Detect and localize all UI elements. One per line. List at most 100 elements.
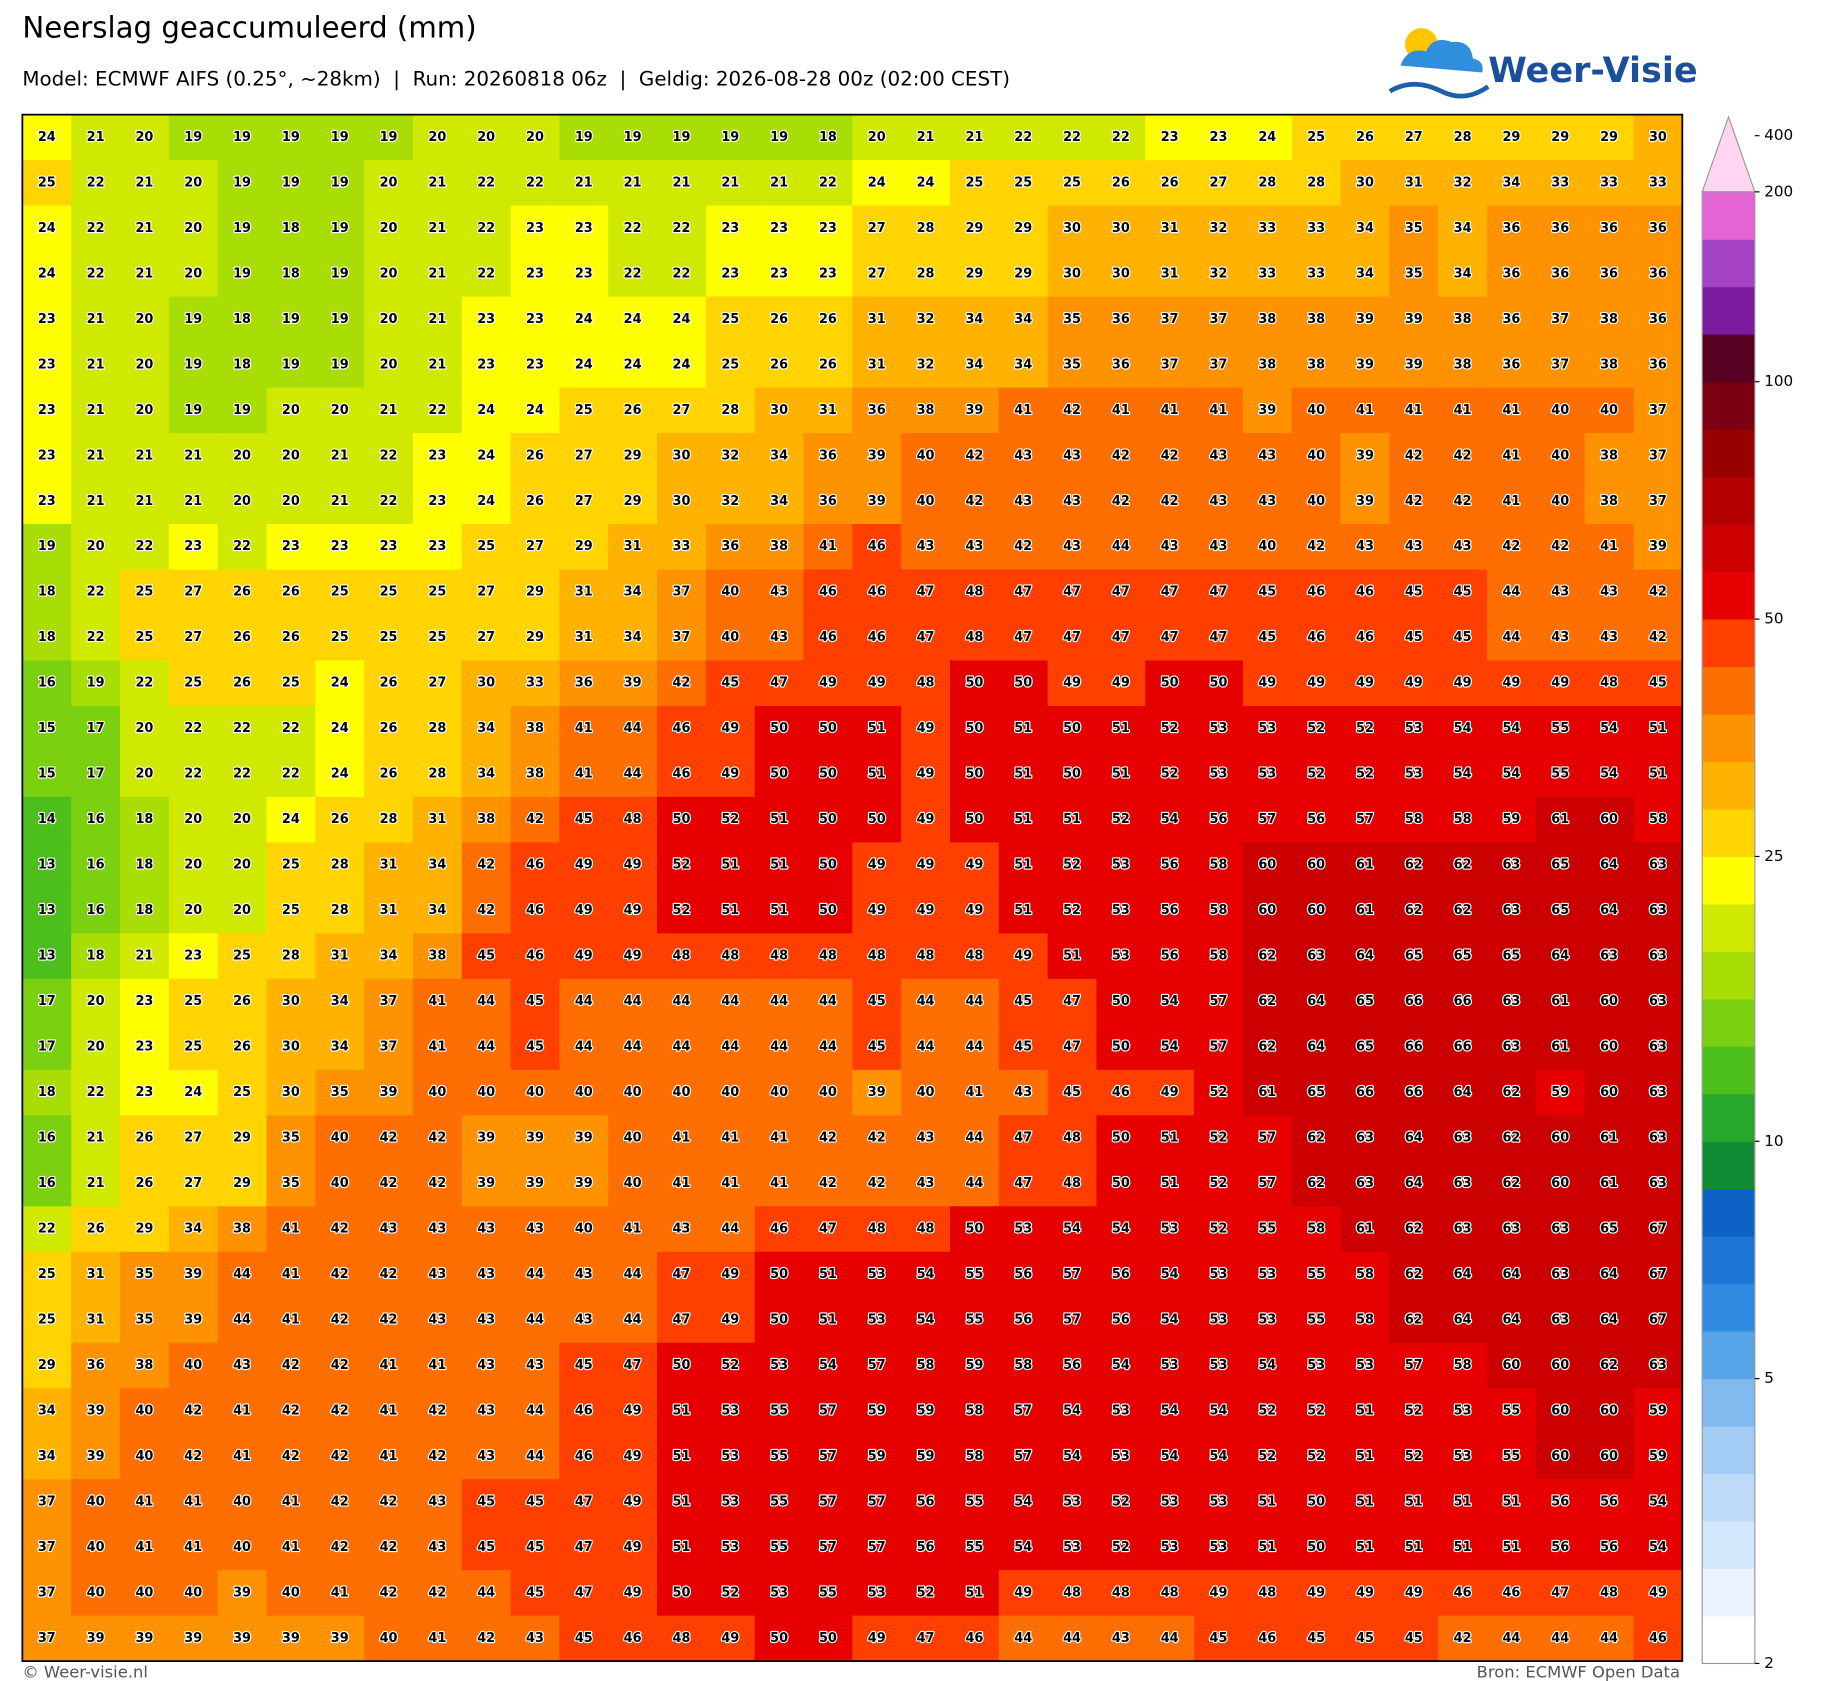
precip-cell	[1487, 205, 1537, 252]
precip-cell	[168, 751, 219, 798]
precip-label: 55	[1258, 1222, 1276, 1237]
precip-cell	[1584, 478, 1635, 525]
precip-cell	[608, 114, 658, 161]
precip-cell	[1096, 660, 1146, 707]
precip-label: 41	[1161, 403, 1179, 418]
precip-cell	[71, 524, 121, 571]
precip-cell	[315, 933, 365, 980]
precip-label: 52	[673, 903, 691, 918]
precip-cell	[461, 614, 512, 662]
precip-label: 62	[1307, 1131, 1325, 1146]
precip-label: 44	[624, 1312, 642, 1327]
precip-label: 22	[624, 266, 642, 281]
precip-label: 61	[1551, 994, 1569, 1009]
precip-cell	[901, 978, 951, 1026]
precip-label: 56	[1551, 1494, 1569, 1509]
precip-label: 39	[87, 1449, 105, 1464]
precip-cell	[461, 1160, 512, 1207]
precip-label: 60	[1551, 1131, 1569, 1146]
precip-label: 34	[624, 585, 642, 600]
precip-cell	[1291, 1160, 1342, 1207]
precip-label: 41	[770, 1131, 788, 1146]
precip-label: 51	[770, 903, 788, 918]
precip-cell	[1096, 933, 1146, 980]
precip-label: 38	[1258, 312, 1276, 327]
precip-cell	[949, 478, 1000, 525]
precip-cell	[1242, 478, 1293, 525]
precip-cell	[315, 1024, 365, 1071]
precip-label: 49	[624, 1540, 642, 1555]
precip-label: 51	[1454, 1494, 1472, 1509]
precip-label: 49	[624, 1585, 642, 1600]
precip-label: 19	[331, 221, 349, 236]
precip-label: 34	[1454, 266, 1472, 281]
precip-cell	[901, 933, 951, 980]
precip-cell	[120, 1160, 170, 1207]
precip-label: 19	[233, 175, 251, 190]
precip-cell	[1242, 887, 1293, 935]
precip-label: 19	[282, 357, 300, 372]
precip-cell	[1438, 433, 1488, 480]
precip-label: 35	[1405, 266, 1423, 281]
precip-cell	[71, 1160, 121, 1207]
precip-cell	[949, 660, 1000, 707]
precip-label: 36	[1649, 312, 1667, 327]
precip-cell	[1633, 978, 1684, 1026]
precip-label: 44	[770, 994, 788, 1009]
precip-label: 22	[1112, 130, 1130, 145]
precip-label: 39	[575, 1176, 593, 1191]
precip-label: 49	[1649, 1585, 1667, 1600]
precip-cell	[1194, 705, 1244, 753]
precip-label: 41	[1014, 403, 1032, 418]
precip-label: 24	[331, 767, 349, 782]
precip-label: 64	[1307, 1040, 1325, 1055]
precip-label: 54	[1210, 1449, 1228, 1464]
precip-cell	[1340, 114, 1391, 161]
precip-cell	[168, 614, 219, 662]
precip-cell	[22, 1024, 72, 1071]
precip-cell	[315, 251, 365, 298]
precip-label: 64	[1307, 994, 1325, 1009]
precip-cell	[705, 1115, 756, 1162]
precip-label: 27	[428, 676, 446, 691]
precip-cell	[71, 114, 121, 161]
precip-label: 55	[1307, 1312, 1325, 1327]
precip-cell	[657, 1069, 707, 1117]
precip-label: 37	[1649, 403, 1667, 418]
precip-label: 62	[1502, 1085, 1520, 1100]
precip-cell	[1291, 114, 1342, 161]
precip-label: 53	[1258, 721, 1276, 736]
precip-label: 53	[1112, 903, 1130, 918]
precip-label: 29	[965, 266, 983, 281]
colorbar-band	[1702, 1093, 1755, 1142]
precip-label: 35	[135, 1312, 153, 1327]
precip-label: 64	[1600, 1267, 1618, 1282]
precip-label: 21	[965, 130, 983, 145]
precip-label: 42	[380, 1267, 398, 1282]
precip-cell	[510, 478, 561, 525]
precip-cell	[364, 114, 414, 161]
precip-label: 53	[1210, 721, 1228, 736]
precip-label: 43	[477, 1358, 495, 1373]
precip-cell	[1487, 887, 1537, 935]
precip-label: 29	[624, 494, 642, 509]
precip-cell	[705, 524, 756, 571]
precip-cell	[22, 933, 72, 980]
precip-label: 42	[673, 676, 691, 691]
precip-label: 18	[282, 266, 300, 281]
precip-label: 52	[1112, 1540, 1130, 1555]
precip-cell	[1340, 205, 1391, 252]
precip-label: 36	[721, 539, 739, 554]
precip-label: 23	[819, 266, 837, 281]
precip-cell	[608, 1160, 658, 1207]
precip-label: 40	[917, 1085, 935, 1100]
precip-label: 20	[380, 357, 398, 372]
precip-cell	[1584, 296, 1635, 343]
precip-cell	[510, 614, 561, 662]
precip-cell	[266, 933, 317, 980]
precip-cell	[705, 205, 756, 252]
precip-label: 29	[1551, 130, 1569, 145]
precip-label: 40	[624, 1085, 642, 1100]
precip-label: 25	[1063, 175, 1081, 190]
colorbar-band	[1702, 191, 1755, 240]
